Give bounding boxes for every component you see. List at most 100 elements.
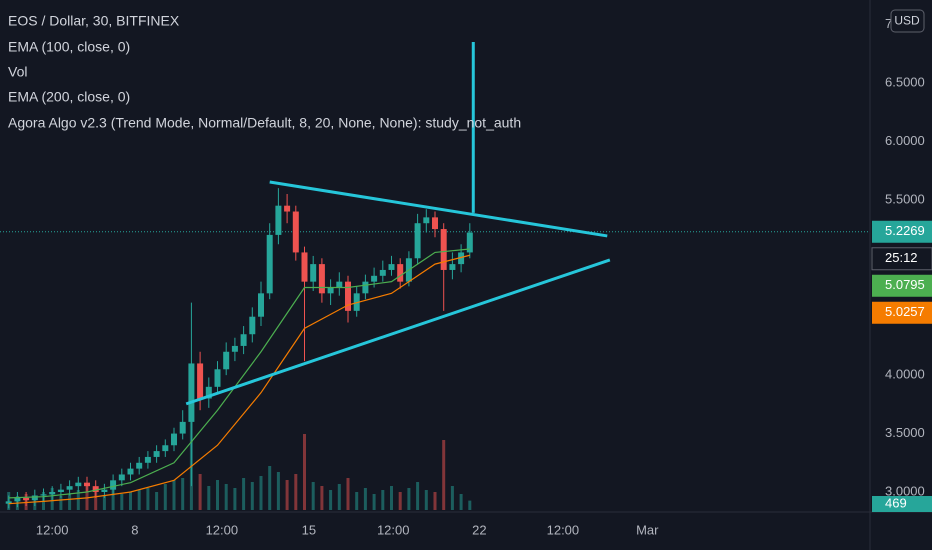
volume-bar bbox=[337, 484, 341, 510]
currency[interactable]: USD bbox=[894, 14, 920, 28]
volume-bar bbox=[198, 474, 202, 510]
x-tick-label: 12:00 bbox=[206, 522, 239, 537]
volume-bar bbox=[329, 490, 333, 510]
candle-body bbox=[466, 232, 473, 253]
candle-body bbox=[301, 252, 308, 282]
candle-body bbox=[127, 468, 134, 475]
candle-body bbox=[231, 345, 238, 352]
y-tick-label: 6.5000 bbox=[885, 74, 925, 89]
candle-body bbox=[144, 456, 151, 463]
volume-bar bbox=[398, 492, 402, 510]
candle-body bbox=[318, 264, 325, 294]
candle-body bbox=[14, 497, 21, 502]
legend-title: EOS / Dollar, 30, BITFINEX bbox=[8, 13, 180, 29]
volume-bar bbox=[303, 434, 306, 510]
volume-bar bbox=[155, 492, 159, 510]
ema-line bbox=[8, 254, 470, 505]
volume-bar bbox=[111, 482, 115, 510]
candle-body bbox=[258, 293, 264, 317]
volume-bar bbox=[390, 486, 393, 510]
candle-body bbox=[118, 474, 125, 481]
volume-bar bbox=[163, 484, 167, 510]
candle-body bbox=[275, 205, 282, 235]
legend-entry: Vol bbox=[8, 64, 27, 80]
volume-bar bbox=[216, 480, 219, 510]
price-label-box bbox=[872, 274, 932, 297]
trend-line bbox=[269, 180, 608, 238]
volume-bar bbox=[137, 490, 141, 510]
price-label-box bbox=[871, 247, 932, 271]
x-tick-label: 22 bbox=[472, 522, 486, 537]
candle-body bbox=[171, 433, 177, 446]
volume-bar bbox=[416, 482, 420, 510]
candle-body bbox=[188, 363, 195, 422]
y-tick-label: 4.0000 bbox=[885, 367, 925, 382]
candle-body bbox=[75, 482, 82, 487]
volume-bar bbox=[129, 492, 132, 510]
price-label: 25:12 bbox=[885, 250, 918, 265]
candle-body bbox=[110, 480, 117, 490]
x-tick-label: 12:00 bbox=[547, 522, 580, 537]
x-tick-label: 12:00 bbox=[377, 522, 410, 537]
candle-body bbox=[345, 281, 351, 311]
currency-button[interactable] bbox=[890, 9, 925, 33]
volume-label-box bbox=[872, 496, 932, 512]
legend-entry: EMA (200, close, 0) bbox=[8, 89, 130, 105]
volume-bar bbox=[407, 488, 411, 510]
volume-label: 469 bbox=[885, 495, 907, 510]
legend-entry: EMA (100, close, 0) bbox=[8, 39, 130, 55]
volume-bar bbox=[311, 482, 315, 510]
candle-body bbox=[379, 269, 386, 276]
y-tick-label: 3.0000 bbox=[885, 483, 925, 498]
candle-body bbox=[458, 252, 465, 265]
x-tick-label: 15 bbox=[302, 522, 316, 537]
candle-body bbox=[23, 497, 30, 501]
candle-body bbox=[327, 287, 334, 294]
price-label-box bbox=[872, 301, 932, 324]
candle-body bbox=[5, 501, 12, 504]
candle-body bbox=[336, 281, 343, 288]
volume-bar bbox=[320, 486, 324, 510]
price-label: 5.2269 bbox=[885, 223, 925, 238]
volume-bar bbox=[468, 500, 472, 510]
volume-bar bbox=[459, 494, 463, 510]
candle-body bbox=[266, 234, 273, 294]
y-tick-label: 3.5000 bbox=[885, 425, 925, 440]
volume-bar bbox=[233, 488, 237, 510]
volume-bar bbox=[94, 492, 98, 510]
candle-body bbox=[249, 316, 256, 335]
candle-body bbox=[153, 451, 160, 457]
candle-body bbox=[66, 486, 73, 490]
candle-body bbox=[197, 363, 204, 399]
volume-bar bbox=[76, 490, 80, 510]
volume-bar bbox=[68, 494, 72, 510]
price-labels: 5.2269 25:12 5.0795 5.0257 469 bbox=[871, 220, 932, 512]
candle-body bbox=[162, 445, 169, 452]
volume-bar bbox=[355, 492, 359, 510]
candle-body bbox=[432, 217, 438, 230]
candle-body bbox=[179, 421, 186, 434]
price-label: 5.0795 bbox=[885, 277, 925, 292]
candle-body bbox=[101, 489, 108, 493]
candle-body bbox=[214, 369, 221, 387]
volume-bar bbox=[363, 488, 367, 510]
volume-bar bbox=[181, 478, 185, 510]
x-tick-label: 8 bbox=[131, 522, 138, 537]
candle-body bbox=[223, 351, 230, 370]
candle-body bbox=[371, 275, 378, 282]
candle-body bbox=[240, 334, 247, 346]
candle-body bbox=[92, 486, 99, 493]
volume-bar bbox=[172, 480, 176, 510]
candle-body bbox=[397, 264, 404, 282]
volume-bar bbox=[207, 486, 211, 510]
candle-body bbox=[205, 386, 212, 399]
candle-body bbox=[449, 264, 456, 270]
volume-bar bbox=[433, 492, 437, 510]
axes: 3.00003.50004.00005.50006.00006.50007.00… bbox=[36, 16, 925, 537]
candle-body bbox=[31, 495, 38, 501]
legend-entry: Agora Algo v2.3 (Trend Mode, Normal/Defa… bbox=[8, 115, 521, 131]
volume-bar bbox=[224, 484, 228, 510]
